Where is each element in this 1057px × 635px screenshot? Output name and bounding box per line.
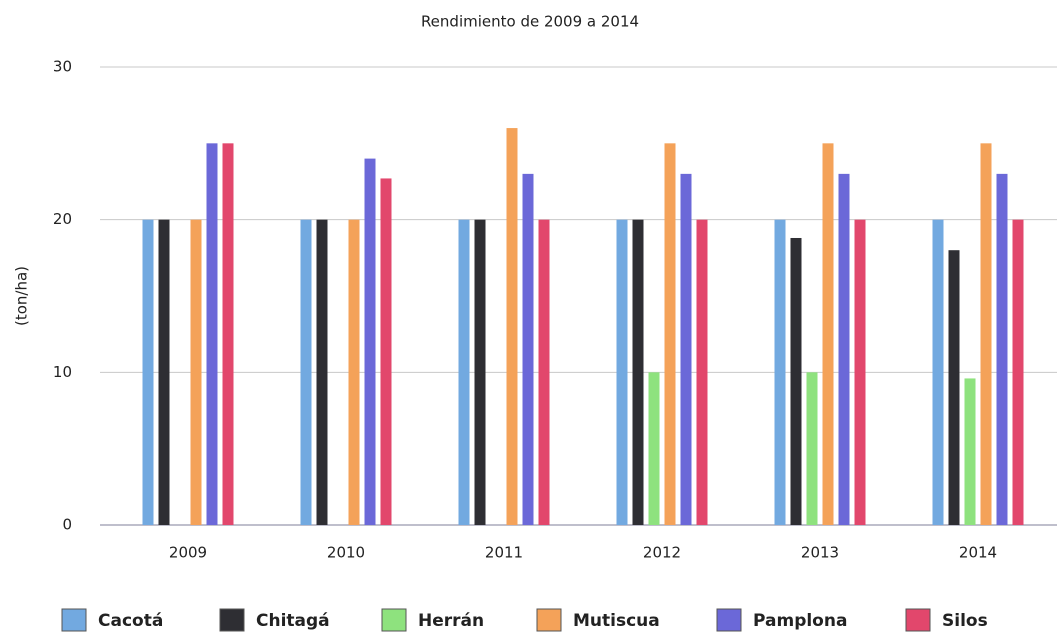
y-tick-label: 20 — [53, 210, 72, 228]
y-tick-label: 10 — [53, 363, 72, 381]
bar — [506, 128, 518, 526]
x-tick-label: 2013 — [801, 544, 839, 562]
x-tick-label: 2014 — [959, 544, 997, 562]
bar — [364, 158, 376, 525]
legend-label: Herrán — [418, 611, 484, 631]
x-tick-label: 2012 — [643, 544, 681, 562]
bar — [632, 219, 644, 525]
bar — [522, 173, 534, 525]
bar — [806, 372, 818, 525]
legend-swatch — [61, 608, 87, 632]
bar — [948, 250, 960, 525]
legend-swatch — [219, 608, 245, 632]
legend-label: Cacotá — [98, 611, 163, 631]
bar — [648, 372, 660, 525]
legend-swatch — [716, 608, 742, 632]
bar — [774, 219, 786, 525]
bar — [1012, 219, 1024, 525]
x-tick-label: 2010 — [327, 544, 365, 562]
bar — [664, 143, 676, 526]
bar — [854, 219, 866, 525]
legend-swatch — [381, 608, 407, 632]
bar — [964, 378, 976, 525]
bar — [838, 173, 850, 525]
bar — [932, 219, 944, 525]
legend-swatch — [905, 608, 931, 632]
bar — [980, 143, 992, 526]
bar — [474, 219, 486, 525]
x-tick-label: 2009 — [169, 544, 207, 562]
bar — [380, 178, 392, 526]
legend-swatch — [536, 608, 562, 632]
bar — [142, 219, 154, 525]
bar — [822, 143, 834, 526]
bar — [616, 219, 628, 525]
legend-label: Pamplona — [753, 611, 847, 631]
y-axis-label: (ton/ha) — [13, 266, 31, 326]
bar — [222, 143, 234, 526]
bar — [680, 173, 692, 525]
bar — [790, 237, 802, 525]
bar — [316, 219, 328, 525]
legend-label: Chitagá — [256, 611, 330, 631]
legend-label: Mutiscua — [573, 611, 660, 631]
bar — [158, 219, 170, 525]
x-tick-label: 2011 — [485, 544, 523, 562]
bar — [348, 219, 360, 525]
bar — [696, 219, 708, 525]
legend-label: Silos — [942, 611, 988, 631]
chart-title: Rendimiento de 2009 a 2014 — [421, 13, 639, 31]
bar — [190, 219, 202, 525]
y-tick-label: 0 — [62, 516, 72, 534]
y-tick-label: 30 — [53, 58, 72, 76]
bar — [538, 219, 550, 525]
bar — [206, 143, 218, 526]
bar — [300, 219, 312, 525]
bar — [996, 173, 1008, 525]
bar — [458, 219, 470, 525]
